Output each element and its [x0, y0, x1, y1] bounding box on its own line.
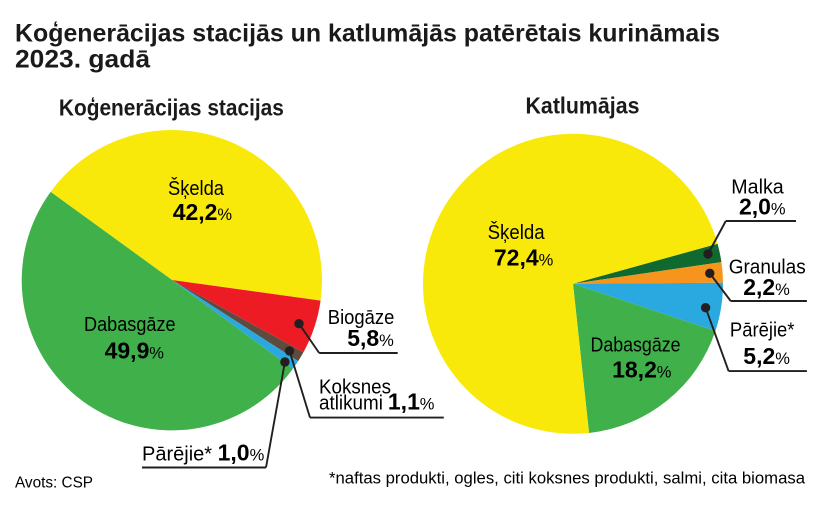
svg-text:Katlumājas: Katlumājas	[526, 93, 640, 119]
svg-text:%: %	[149, 345, 164, 363]
svg-text:49,9: 49,9	[105, 338, 150, 364]
svg-text:Šķelda: Šķelda	[488, 221, 546, 244]
svg-text:Pārējie*: Pārējie*	[730, 320, 795, 342]
svg-text:%: %	[657, 363, 672, 381]
svg-text:%: %	[379, 332, 394, 350]
svg-text:Avots: CSP: Avots: CSP	[15, 475, 93, 492]
svg-text:%: %	[775, 281, 790, 299]
svg-text:Biogāze: Biogāze	[328, 307, 395, 329]
svg-text:%: %	[217, 206, 232, 224]
svg-text:1,1: 1,1	[388, 389, 420, 415]
svg-text:%: %	[771, 201, 786, 219]
svg-text:Malka: Malka	[731, 176, 784, 198]
svg-text:42,2: 42,2	[173, 199, 218, 225]
svg-text:atlikumi: atlikumi	[319, 393, 383, 415]
svg-text:2023. gadā: 2023. gadā	[15, 45, 151, 73]
svg-text:*naftas produkti, ogles, citi: *naftas produkti, ogles, citi koksnes pr…	[329, 469, 806, 488]
svg-text:Koģenerācijas stacijas: Koģenerācijas stacijas	[59, 95, 284, 121]
svg-text:2,0: 2,0	[739, 194, 771, 220]
svg-text:%: %	[775, 350, 790, 368]
svg-text:Dabasgāze: Dabasgāze	[591, 334, 681, 356]
svg-text:1,0: 1,0	[218, 440, 250, 466]
svg-text:5,2: 5,2	[743, 343, 775, 369]
svg-text:Dabasgāze: Dabasgāze	[84, 314, 176, 336]
svg-text:72,4: 72,4	[494, 244, 539, 270]
svg-text:Pārējie*: Pārējie*	[142, 444, 212, 466]
svg-text:%: %	[539, 251, 554, 269]
svg-text:Koksnes: Koksnes	[319, 377, 391, 399]
svg-text:5,8: 5,8	[347, 325, 379, 351]
svg-text:Granulas: Granulas	[729, 257, 806, 279]
svg-text:Šķelda: Šķelda	[168, 177, 225, 200]
svg-text:%: %	[250, 447, 265, 465]
svg-text:%: %	[420, 396, 435, 414]
svg-text:18,2: 18,2	[612, 356, 657, 382]
svg-text:2,2: 2,2	[743, 274, 775, 300]
svg-text:Koģenerācijas stacijās un katl: Koģenerācijas stacijās un katlumājās pat…	[15, 20, 720, 48]
